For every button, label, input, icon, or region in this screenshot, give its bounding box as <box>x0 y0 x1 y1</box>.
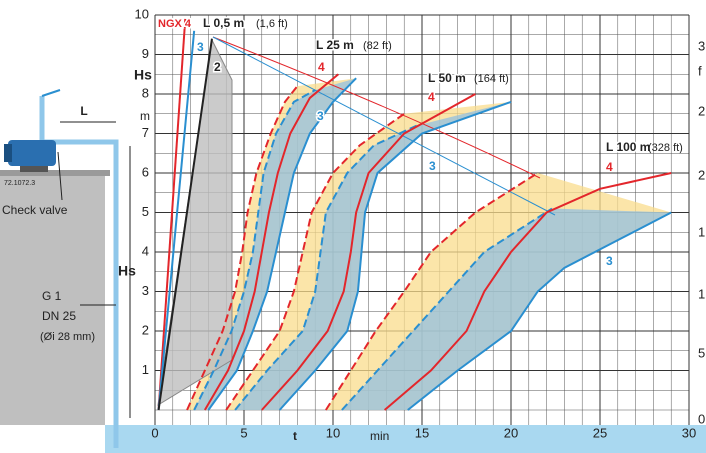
right-axis-label: 1 <box>698 286 705 301</box>
annotation: 3 <box>197 40 204 54</box>
inner-diameter: (Øi 28 mm) <box>40 331 95 343</box>
water <box>105 425 706 453</box>
y-tick-label: 6 <box>142 164 149 179</box>
label-l: L <box>80 104 87 118</box>
x-unit: min <box>370 429 389 443</box>
right-axis-label: 1 <box>698 224 705 239</box>
x-label: t <box>293 429 297 443</box>
label-hs: Hs <box>118 263 136 279</box>
x-tick-label: 25 <box>593 425 607 440</box>
y-tick-label: 2 <box>142 322 149 337</box>
annotation: NGX 4 <box>158 18 192 30</box>
x-tick-label: 5 <box>240 425 247 440</box>
check-valve: Check valve <box>2 203 68 217</box>
annotation: 4 <box>318 60 325 74</box>
y-tick-label: 8 <box>142 85 149 100</box>
right-axis-label: 5 <box>698 345 705 360</box>
annotation: L 0,5 m <box>203 16 244 30</box>
right-axis-label: 2 <box>698 167 705 182</box>
pump-base <box>20 166 48 172</box>
nominal: DN 25 <box>42 309 76 323</box>
y-tick-label: 3 <box>142 283 149 298</box>
annotation: 3 <box>606 254 613 268</box>
y-tick-label: 9 <box>142 46 149 61</box>
x-tick-label: 0 <box>151 425 158 440</box>
annotation: (328 ft) <box>648 142 683 154</box>
x-tick-label: 20 <box>504 425 518 440</box>
annotation: 3 <box>317 109 324 123</box>
right-axis-label: 3 <box>698 38 705 53</box>
right-axis-label: 0 <box>698 411 705 426</box>
annotation: L 100 m <box>606 140 650 154</box>
thread: G 1 <box>42 289 62 303</box>
y-tick-label: 4 <box>142 243 149 258</box>
annotation: 3 <box>429 159 436 173</box>
x-tick-label: 30 <box>682 425 696 440</box>
y-tick-label: 5 <box>142 204 149 219</box>
right-axis-label: f <box>698 63 702 78</box>
right-axis-label: 2 <box>698 103 705 118</box>
y-tick-label: 1 <box>142 362 149 377</box>
annotation: L 50 m <box>428 71 466 85</box>
code: 72.1072.3 <box>4 180 35 187</box>
annotation: 4 <box>428 90 435 104</box>
annotation: (82 ft) <box>363 40 392 52</box>
y-unit: m <box>140 109 150 123</box>
y-tick-label: 10 <box>135 6 149 21</box>
pump <box>8 140 56 166</box>
shade <box>158 40 232 405</box>
outlet-arrow <box>42 90 60 96</box>
x-tick-label: 15 <box>415 425 429 440</box>
annotation: 4 <box>606 160 613 174</box>
y-label: Hs <box>134 67 152 83</box>
pump-motor <box>4 144 12 162</box>
ground-top <box>0 170 110 176</box>
y-tick-label: 7 <box>142 125 149 140</box>
annotation: L 25 m <box>316 38 354 52</box>
annotation: 2 <box>214 60 221 74</box>
annotation: (164 ft) <box>474 73 509 85</box>
annotation: (1,6 ft) <box>256 18 288 30</box>
page: L 72.1072.3 Check valve Hs G 1 DN 25 (Øi… <box>0 0 706 453</box>
x-tick-label: 10 <box>326 425 340 440</box>
